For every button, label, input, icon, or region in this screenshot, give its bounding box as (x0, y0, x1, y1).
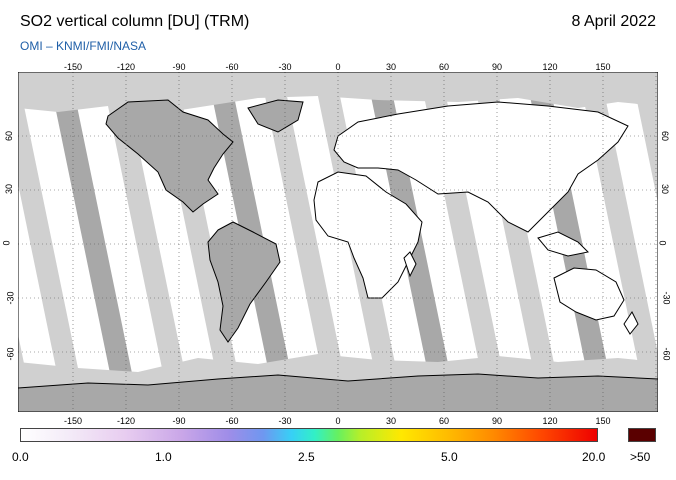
lon-tick-top: -60 (225, 62, 239, 72)
lon-tick-bottom: 60 (438, 416, 450, 426)
data-credit: OMI – KNMI/FMI/NASA (20, 39, 147, 53)
orbit-swath (260, 72, 352, 412)
lat-tick-left: -60 (5, 347, 16, 361)
colorbar-label: 2.5 (298, 450, 315, 464)
lon-tick-top: 60 (438, 62, 450, 72)
north-america (105, 99, 234, 213)
lon-tick-bottom: 0 (335, 416, 341, 426)
graticule (18, 72, 658, 412)
lon-tick-top: 150 (595, 62, 611, 72)
lon-tick-bottom: -30 (278, 416, 292, 426)
lon-tick-top: 30 (385, 62, 397, 72)
lat-tick-left: -30 (5, 291, 16, 305)
greenland (247, 99, 304, 133)
lon-tick-top: 0 (335, 62, 341, 72)
colorbar (20, 428, 598, 442)
lon-tick-bottom: 120 (542, 416, 558, 426)
colorbar-label: 5.0 (441, 450, 458, 464)
map-title: SO2 vertical column [DU] (TRM) (20, 13, 250, 30)
new-zealand (623, 311, 639, 335)
south-america (207, 221, 281, 343)
lat-tick-left: 0 (1, 240, 12, 246)
lon-tick-top: -90 (172, 62, 186, 72)
lon-tick-bottom: 150 (595, 416, 611, 426)
lat-tick-right: 30 (660, 183, 671, 195)
orbit-swath (48, 72, 140, 412)
colorbar-label: 0.0 (12, 450, 29, 464)
lon-tick-bottom: 90 (491, 416, 503, 426)
madagascar (403, 251, 417, 278)
lat-tick-right: 0 (657, 240, 668, 246)
lon-tick-bottom: 30 (385, 416, 397, 426)
lon-tick-top: -150 (63, 62, 83, 72)
colorbar-max-label: >50 (630, 450, 651, 464)
eurasia (333, 101, 629, 233)
lon-tick-bottom: -120 (116, 416, 136, 426)
lat-tick-left: 60 (4, 130, 15, 142)
lon-tick-bottom: -90 (172, 416, 186, 426)
lon-tick-top: 90 (491, 62, 503, 72)
so2-world-map[interactable] (18, 72, 658, 412)
australia (553, 267, 625, 321)
colorbar-label: 1.0 (155, 450, 172, 464)
lat-tick-right: -30 (661, 291, 672, 305)
map-date: 8 April 2022 (571, 13, 656, 30)
colorbar-label: 20.0 (582, 450, 606, 464)
lat-tick-left: 30 (4, 183, 15, 195)
lon-tick-top: -30 (278, 62, 292, 72)
lon-tick-bottom: -150 (63, 416, 83, 426)
colorbar-max-swatch (628, 428, 656, 442)
lat-tick-right: -60 (661, 347, 672, 361)
lon-tick-top: 120 (542, 62, 558, 72)
orbit-swath (101, 72, 193, 412)
lon-tick-bottom: -60 (225, 416, 239, 426)
lat-tick-right: 60 (660, 130, 671, 142)
africa (313, 171, 423, 299)
lon-tick-top: -120 (116, 62, 136, 72)
